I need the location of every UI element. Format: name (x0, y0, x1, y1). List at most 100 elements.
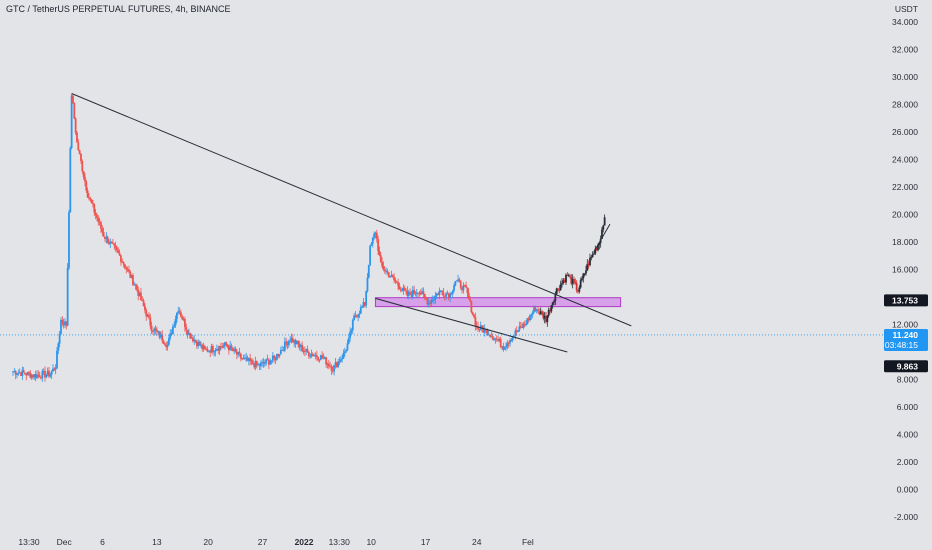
candle (97, 215, 100, 226)
candle (378, 246, 381, 257)
candle (541, 309, 543, 316)
candle (447, 292, 450, 301)
candle (522, 321, 525, 330)
time-tick-label: 17 (421, 537, 431, 547)
trendline-upper[interactable] (71, 93, 632, 327)
candle (231, 347, 234, 352)
candle (198, 340, 201, 346)
candle (182, 316, 185, 322)
candle (176, 312, 178, 323)
candle (289, 335, 292, 343)
candle (435, 292, 438, 299)
candle (164, 342, 166, 347)
candle (156, 326, 158, 337)
candle (463, 284, 466, 287)
candle (54, 364, 57, 375)
candle (554, 291, 557, 306)
candle (398, 282, 401, 290)
price-tick-label: 34.000 (892, 17, 918, 27)
candle (313, 353, 316, 357)
candle (558, 285, 561, 294)
candle (559, 280, 562, 291)
candle (118, 249, 121, 257)
candle (309, 353, 312, 359)
candle (513, 335, 515, 337)
candle (214, 347, 217, 357)
candle (602, 224, 605, 233)
candle (101, 225, 104, 236)
candle (338, 357, 341, 366)
candle (242, 354, 245, 360)
candle (375, 229, 378, 243)
candle (279, 346, 282, 355)
candle (411, 286, 414, 300)
candle (391, 274, 394, 278)
candle (243, 354, 246, 361)
time-tick-label: 6 (100, 537, 105, 547)
candle (173, 321, 176, 329)
candle (523, 320, 526, 328)
price-tick-label: 16.000 (892, 265, 918, 275)
candle (461, 286, 463, 294)
candle (64, 318, 66, 328)
price-tick-label: 8.000 (897, 375, 919, 385)
candle (298, 340, 301, 351)
candle (387, 271, 390, 278)
candle (439, 290, 442, 293)
candle (502, 342, 505, 352)
price-axis-unit: USDT (895, 4, 918, 14)
candle (66, 263, 69, 327)
candle (503, 346, 506, 350)
candle (161, 330, 164, 344)
candle (33, 373, 36, 380)
price-tick-label: 32.000 (892, 45, 918, 55)
candle (314, 352, 317, 360)
candle (185, 323, 188, 335)
candle (546, 314, 549, 327)
candle (73, 102, 76, 120)
candle (92, 200, 94, 208)
candle (543, 311, 546, 324)
resistance-zone[interactable] (374, 297, 622, 308)
candle (598, 242, 601, 250)
candle (367, 264, 370, 279)
candle (347, 333, 350, 345)
candle (361, 305, 364, 309)
candle (419, 289, 422, 296)
candle (40, 376, 42, 380)
candle (281, 345, 284, 351)
candle (113, 243, 116, 250)
time-axis[interactable]: 13:30 Dec 6 13 20 27 2022 13:30 10 17 24 Fel (18, 537, 534, 547)
candle (218, 345, 221, 355)
candle (470, 300, 473, 314)
candle (56, 347, 58, 370)
candle (429, 299, 431, 308)
candle (421, 287, 423, 295)
candle (366, 273, 369, 293)
candle (65, 321, 68, 330)
candle (370, 241, 373, 246)
candle (222, 343, 225, 349)
candle (22, 367, 25, 373)
candle (38, 371, 41, 378)
candle (497, 336, 499, 343)
candle (266, 354, 269, 361)
price-tags: 13.753 11.240 03:48:15 9.863 (884, 294, 928, 373)
candle (302, 346, 305, 355)
candle (431, 295, 434, 303)
price-axis[interactable]: USDT 34.000 32.000 30.000 28.000 26.000 24.00… (892, 4, 918, 522)
candle (202, 342, 205, 352)
candle (474, 312, 477, 331)
candle (494, 337, 497, 344)
candle (433, 296, 435, 305)
candle (399, 287, 402, 293)
trendline-lower[interactable] (375, 297, 568, 353)
candle (397, 278, 400, 291)
trendline-recent[interactable] (593, 223, 611, 252)
candle (349, 327, 352, 342)
candle (138, 291, 141, 297)
candle (102, 227, 105, 237)
candle (322, 353, 325, 360)
candle (571, 274, 574, 289)
